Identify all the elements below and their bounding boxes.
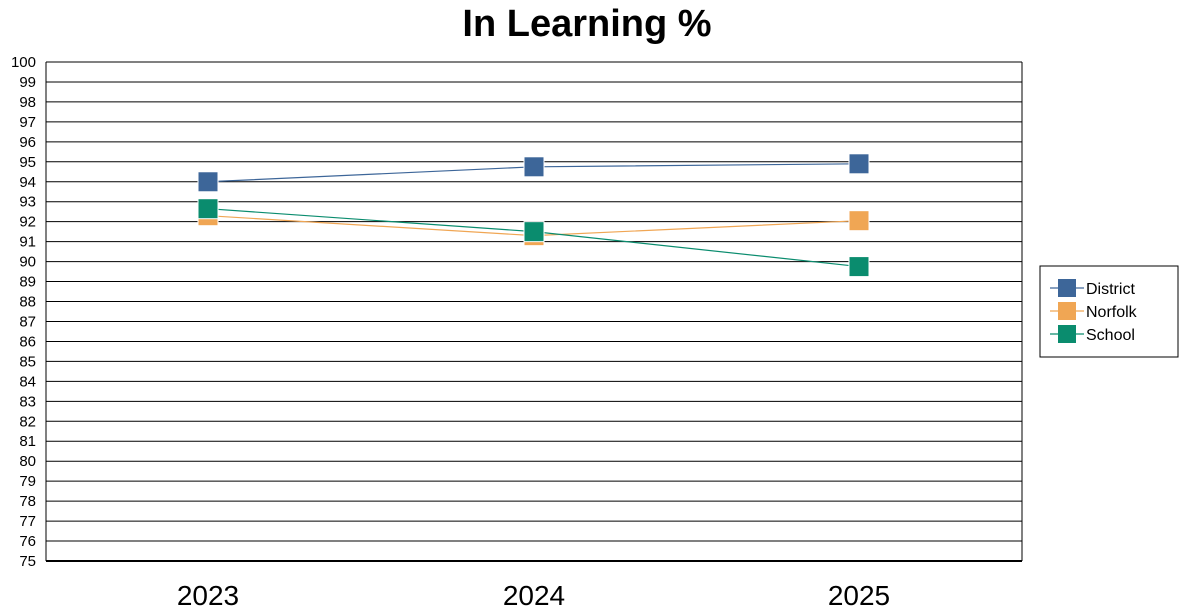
y-tick-label: 81: [19, 433, 36, 450]
y-tick-label: 96: [19, 134, 36, 151]
y-tick-label: 88: [19, 294, 36, 311]
y-tick-label: 95: [19, 154, 36, 171]
legend-marker-school: [1058, 325, 1076, 343]
y-tick-label: 98: [19, 94, 36, 111]
y-tick-label: 75: [19, 553, 36, 570]
chart-title: In Learning %: [462, 3, 711, 45]
y-tick-label: 87: [19, 313, 36, 330]
y-tick-label: 86: [19, 333, 36, 350]
y-tick-label: 99: [19, 74, 36, 91]
legend: District Norfolk School: [1039, 265, 1179, 358]
data-point-norfolk: [848, 210, 870, 232]
y-tick-label: 92: [19, 214, 36, 231]
y-tick-label: 84: [19, 373, 36, 390]
x-tick-label: 2024: [503, 580, 565, 611]
legend-label-norfolk: Norfolk: [1086, 304, 1138, 321]
y-tick-label: 78: [19, 493, 36, 510]
legend-marker-norfolk: [1058, 302, 1076, 320]
y-tick-label: 97: [19, 114, 36, 131]
y-tick-label: 82: [19, 413, 36, 430]
data-point-district: [523, 156, 545, 178]
x-tick-label: 2025: [828, 580, 890, 611]
y-tick-label: 91: [19, 234, 36, 251]
x-tick-label: 2023: [177, 580, 239, 611]
y-tick-label: 76: [19, 533, 36, 550]
legend-label-school: School: [1086, 327, 1135, 344]
y-tick-label: 79: [19, 473, 36, 490]
y-tick-label: 94: [19, 174, 36, 191]
y-tick-label: 85: [19, 353, 36, 370]
y-tick-label: 83: [19, 393, 36, 410]
y-tick-label: 77: [19, 513, 36, 530]
y-tick-label: 89: [19, 274, 36, 291]
data-point-district: [848, 153, 870, 175]
y-tick-label: 90: [19, 254, 36, 271]
legend-marker-district: [1058, 279, 1076, 297]
y-tick-label: 93: [19, 194, 36, 211]
data-point-school: [523, 221, 545, 243]
plot-area: 75 76 77 78 79 80 81 82 83 84 85 86 87 88 89 90 91 92 93 94…: [11, 54, 1023, 611]
y-tick-label: 100: [11, 54, 36, 71]
data-point-district: [197, 171, 219, 193]
data-point-school: [197, 198, 219, 220]
legend-label-district: District: [1086, 281, 1135, 298]
data-point-school: [848, 256, 870, 278]
plot-background: [46, 62, 1022, 561]
y-tick-label: 80: [19, 453, 36, 470]
